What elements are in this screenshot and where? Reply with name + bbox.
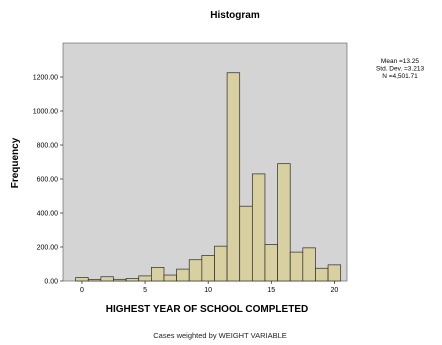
histogram-bar-17 <box>289 251 304 282</box>
histogram-bar-5 <box>138 275 152 282</box>
x-tick-label: 0 <box>80 287 84 294</box>
y-tick-label: 800.00 <box>37 143 59 150</box>
plot-area <box>62 42 348 282</box>
y-tick-label: 0.00 <box>44 279 58 286</box>
x-axis-title: HIGHEST YEAR OF SCHOOL COMPLETED <box>106 304 308 315</box>
histogram-bar-2 <box>100 276 114 282</box>
y-tick-label: 200.00 <box>37 245 59 252</box>
histogram-bar-11 <box>214 245 228 282</box>
y-axis: 0.00 200.00 400.00 600.00 800.00 1000.00 1200.… <box>33 75 63 286</box>
y-tick-label: 400.00 <box>37 211 59 218</box>
stats-line: N =4,501.71 <box>382 73 418 80</box>
histogram-bar-18 <box>302 247 316 282</box>
y-tick-label: 600.00 <box>37 177 59 184</box>
histogram-bar-6 <box>151 267 165 282</box>
histogram-bar-1 <box>87 279 102 282</box>
x-tick-label: 15 <box>267 287 275 294</box>
x-tick-label: 10 <box>204 287 212 294</box>
x-axis: 0 5 10 15 20 <box>80 281 338 294</box>
histogram-bar-12 <box>226 72 241 282</box>
histogram-bar-9 <box>188 259 203 282</box>
histogram-bar-16 <box>277 163 291 282</box>
x-tick-label: 20 <box>330 287 338 294</box>
stats-line: Std. Dev. =3.213 <box>376 66 425 73</box>
histogram-bar-14 <box>251 173 266 282</box>
histogram-bar-7 <box>163 274 177 282</box>
y-axis-title: Frequency <box>10 137 21 188</box>
y-tick-label: 1000.00 <box>33 109 58 116</box>
histogram-bar-19 <box>315 267 329 282</box>
histogram-bar-15 <box>264 244 278 282</box>
histogram-bar-10 <box>201 255 215 282</box>
histogram-bar-20 <box>327 264 342 282</box>
histogram-bar-0 <box>75 277 89 282</box>
histogram-bar-13 <box>239 205 253 282</box>
histogram-bar-4 <box>125 278 140 282</box>
y-tick-label: 1200.00 <box>33 75 58 82</box>
histogram-bar-8 <box>176 268 190 282</box>
x-tick-label: 5 <box>143 287 147 294</box>
histogram-bar-3 <box>113 278 127 282</box>
footnote: Cases weighted by WEIGHT VARIABLE <box>153 331 287 340</box>
stats-line: Mean =13.25 <box>381 58 420 65</box>
bars-group <box>75 72 342 282</box>
chart-title: Histogram <box>210 10 260 21</box>
